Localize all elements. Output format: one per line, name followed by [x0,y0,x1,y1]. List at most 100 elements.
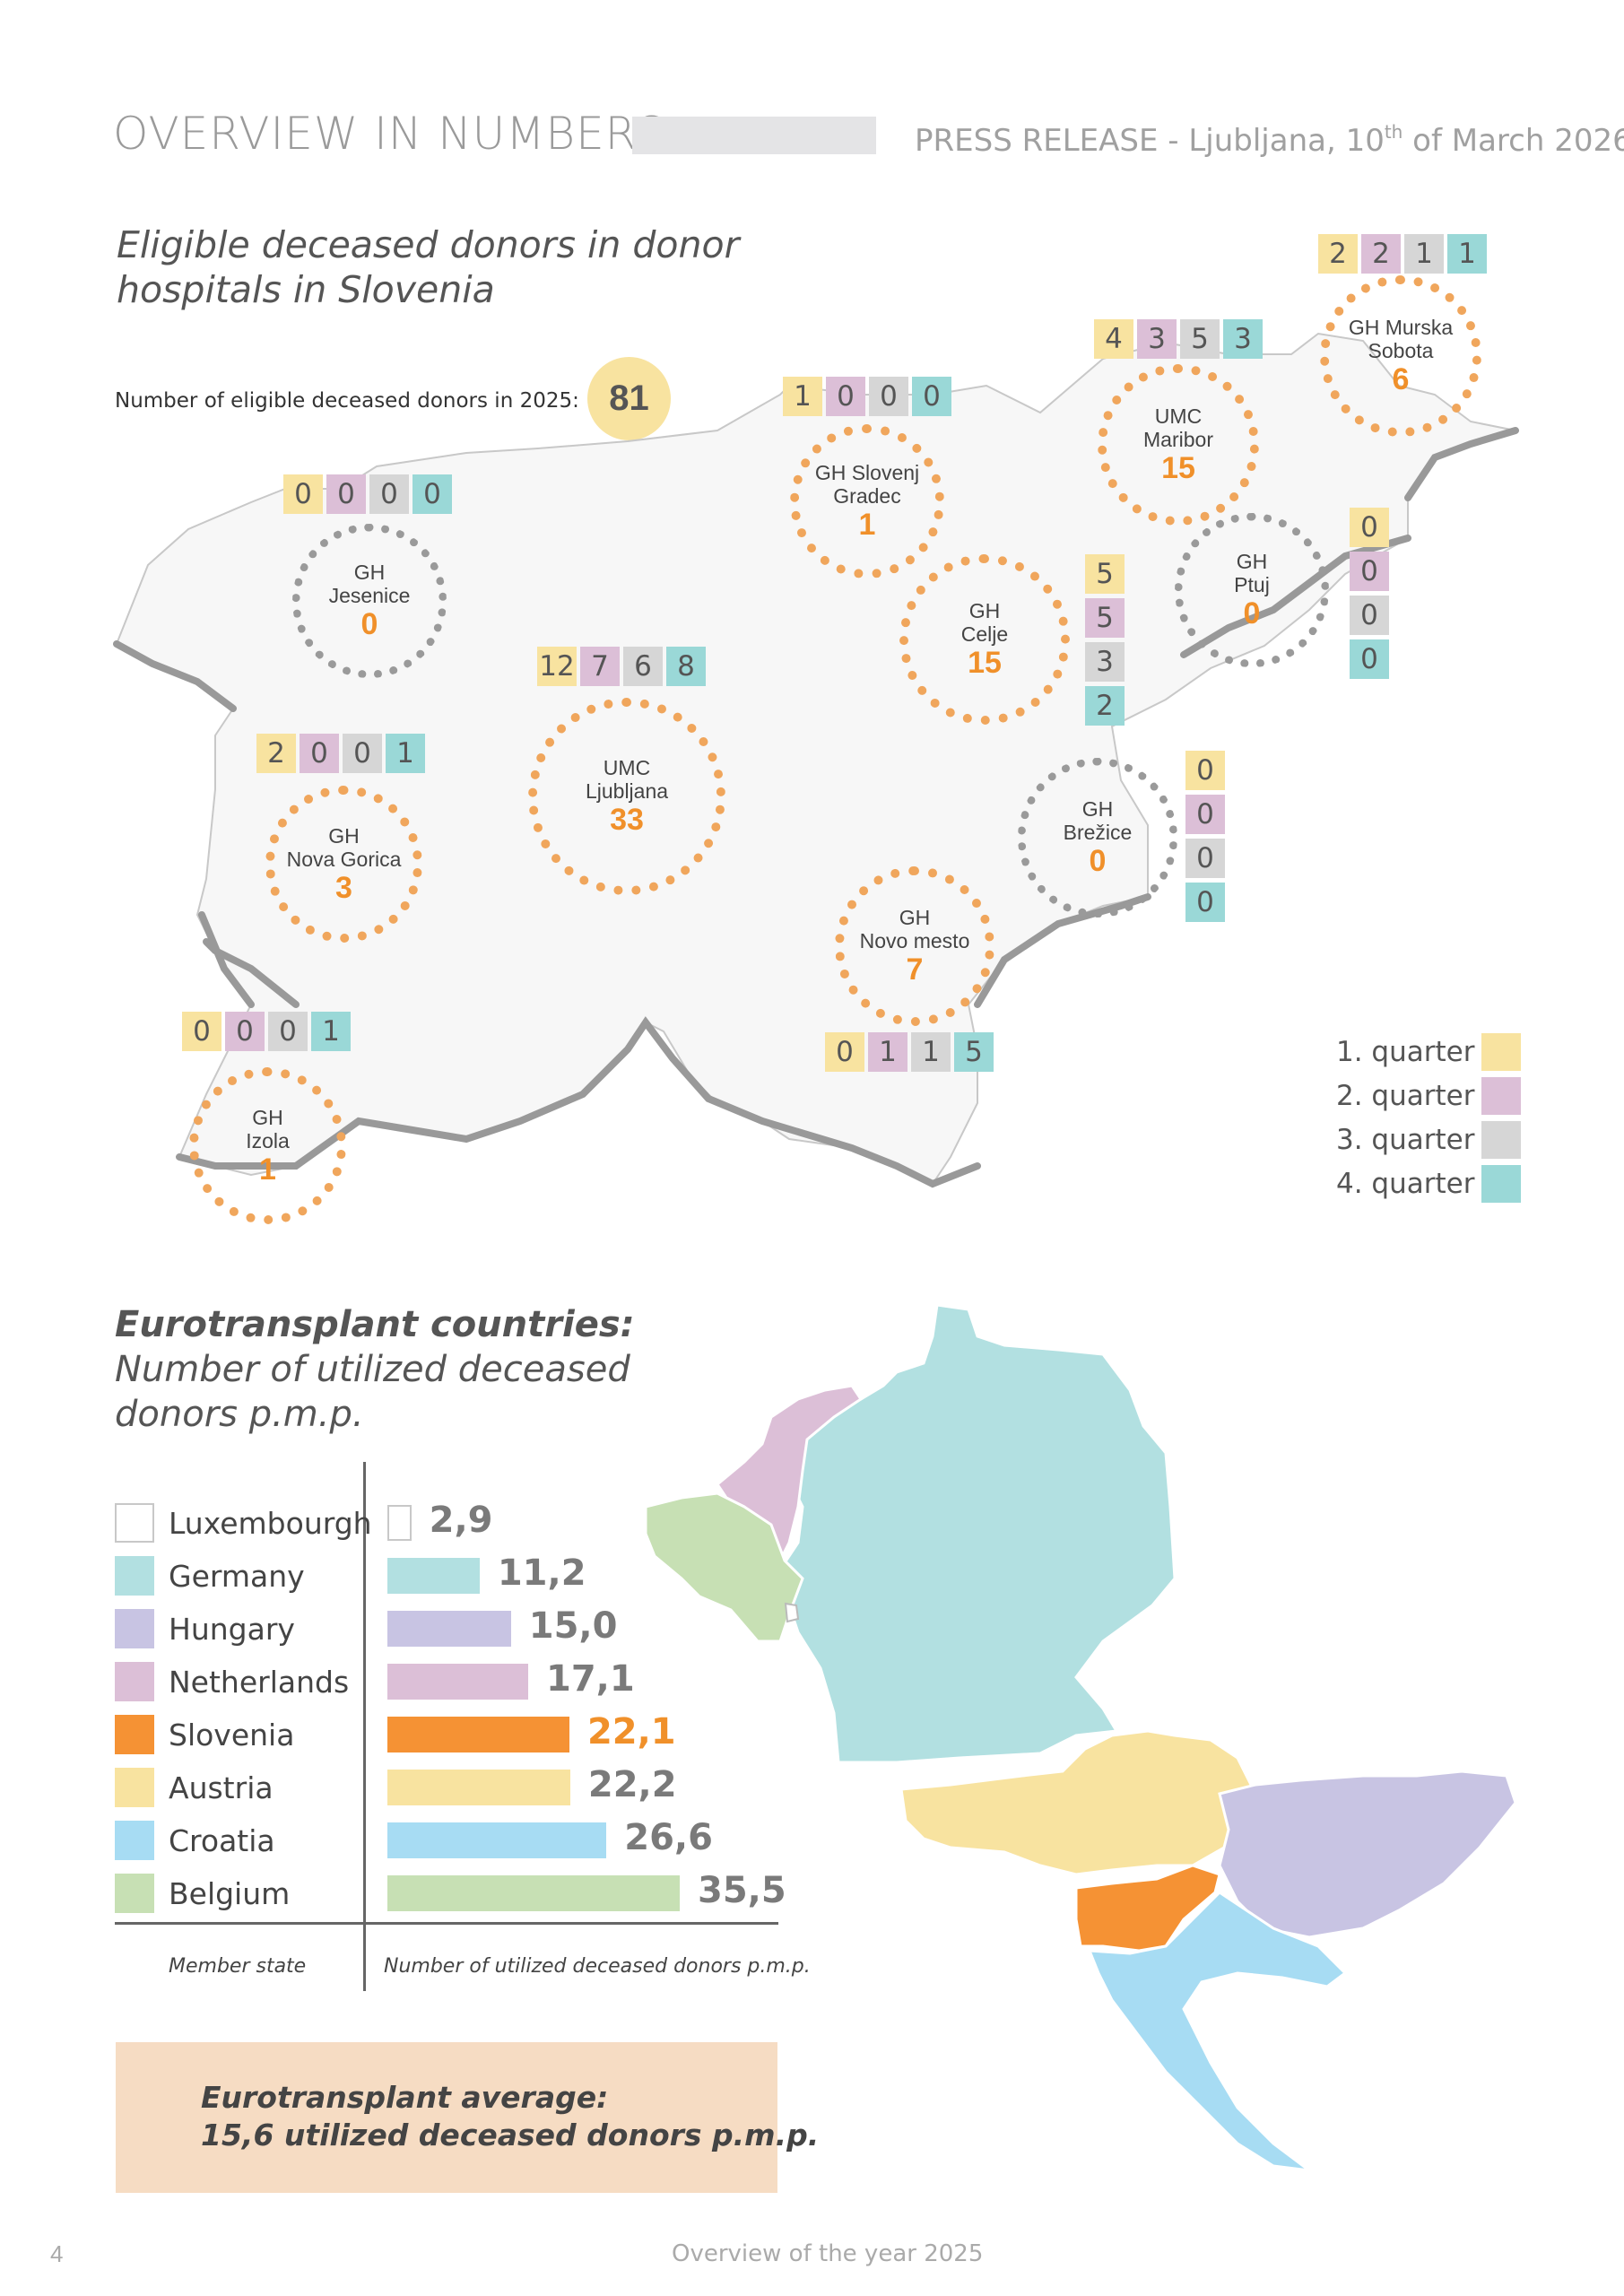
quarter-1-value: 0 [1350,508,1389,547]
hospital-gh-jesenice: GH Jesenice 0 [292,524,447,678]
hospital-name-line2: Novo mesto [859,929,970,952]
average-callout-box [116,2042,777,2193]
quarter-4-value: 5 [954,1032,994,1072]
hospital-gh-ptuj: GH Ptuj 0 [1175,513,1329,667]
hospital-gh-slovenj-gradec: GH Slovenj Gradec 1 [790,424,944,578]
quarter-3-value: 5 [1180,319,1220,359]
donors-title-line2: hospitals in Slovenia [117,268,495,311]
bar-value-label: 22,2 [587,1764,677,1805]
quarter-1-value: 2 [1318,234,1358,274]
hospital-gh-brezice: GH Brežice 0 [1018,758,1177,918]
hospital-name-line1: GH [252,1105,283,1129]
bar-value-label: 26,6 [624,1817,713,1858]
quarter-2-value: 5 [1085,598,1125,638]
country-swatch [115,1715,154,1754]
hospital-name-line2: Maribor [1143,428,1213,451]
country-name: Belgium [169,1875,291,1911]
legend-swatch [1481,1120,1522,1159]
quarters-gh-izola: 0 0 0 1 [182,1012,351,1051]
quarter-1-value: 0 [182,1012,221,1051]
country-swatch [115,1503,154,1543]
press-release-line: PRESS RELEASE - Ljubljana, 10th of March… [915,121,1624,159]
quarter-4-value: 1 [386,734,425,773]
hospital-name-line2: Jesenice [328,584,411,607]
map-slovenia [1074,1864,1221,1952]
country-name: Slovenia [169,1717,295,1752]
quarter-3-value: 0 [268,1012,308,1051]
donor-count-bubble: 81 [587,357,671,440]
hospital-donor-count: 6 [1392,362,1410,396]
legend-label: 3. quarter [1336,1123,1475,1156]
eurotransplant-title-line1: Eurotransplant countries: [115,1304,635,1345]
country-name: Hungary [169,1611,295,1647]
axis-caption-donors-pmp: Number of utilized deceased donors p.m.p… [384,1955,811,1978]
country-name: Netherlands [169,1664,350,1700]
legend-item-q4: 4. quarter [1336,1161,1522,1205]
bar-value-label: 17,1 [546,1658,635,1700]
average-callout-text: Eurotransplant average: 15,6 utilized de… [201,2079,819,2154]
hospital-name-line1: GH [1236,550,1268,573]
quarter-3-value: 0 [369,474,409,514]
hospital-name-line1: GH [899,906,931,929]
quarter-2-value: 1 [868,1032,908,1072]
quarter-2-value: 0 [300,734,339,773]
quarter-4-value: 1 [311,1012,351,1051]
release-date-suffix: th [1384,121,1403,143]
quarter-2-value: 3 [1137,319,1177,359]
quarters-gh-murska-sobota: 2 2 1 1 [1318,234,1487,274]
quarter-3-value: 3 [1085,642,1125,682]
quarter-legend: 1. quarter 2. quarter 3. quarter 4. quar… [1336,1030,1522,1205]
country-swatch [115,1821,154,1860]
bar-value-label: 35,5 [698,1870,786,1911]
bar-slovenia [387,1717,569,1752]
quarters-gh-slovenj-gradec: 1 0 0 0 [783,377,951,416]
chart-baseline [115,1922,778,1925]
quarter-2-value: 0 [1185,795,1225,834]
legend-row-croatia: Croatia [115,1819,275,1862]
bar-germany [387,1558,480,1594]
hospital-name-line1: UMC [603,756,651,779]
quarter-4-value: 3 [1223,319,1263,359]
quarters-gh-nova-gorica: 2 0 0 1 [256,734,425,773]
eurotransplant-title-line3: donors p.m.p. [115,1394,364,1435]
quarter-3-value: 1 [1404,234,1444,274]
country-name: Austria [169,1770,274,1805]
quarter-1-value: 0 [283,474,323,514]
quarters-umc-ljubljana: 12 7 6 8 [537,647,706,686]
eurotransplant-title-line2: Number of utilized deceased [115,1349,630,1390]
release-date-tail: of March 2026 [1403,123,1624,159]
quarters-gh-brezice: 0 0 0 0 [1185,751,1225,922]
legend-swatch [1481,1164,1522,1203]
hospital-name-line1: GH [328,823,360,848]
axis-caption-member-state: Member state [169,1955,307,1978]
quarters-gh-novo-mesto: 0 1 1 5 [825,1032,994,1072]
hospital-name-line2: Ljubljana [585,779,669,803]
hospital-name-line1: GH [353,561,386,584]
quarter-1-value: 0 [825,1032,864,1072]
donors-section-title: Eligible deceased donors in donor hospit… [117,222,739,312]
quarter-4-value: 0 [1350,639,1389,679]
footer-text: Overview of the year 2025 [672,2240,984,2267]
quarter-4-value: 1 [1447,234,1487,274]
hospital-name-line2: Izola [246,1128,290,1152]
page-number: 4 [50,2240,64,2267]
map-hungary [1218,1770,1517,1939]
bar-croatia [387,1822,607,1858]
hospital-gh-murska-sobota: GH Murska Sobota 6 [1320,275,1481,437]
hospital-name-line1: GH Murska [1348,316,1454,339]
country-name: Luxembourgh [169,1505,372,1541]
quarter-2-value: 0 [826,377,865,416]
quarters-gh-ptuj: 0 0 0 0 [1350,508,1389,679]
legend-row-hungary: Hungary [115,1607,295,1650]
hospital-donor-count: 0 [1089,844,1107,878]
quarter-1-value: 5 [1085,554,1125,594]
legend-row-germany: Germany [115,1554,305,1597]
hospital-gh-izola: GH Izola 1 [189,1067,346,1224]
legend-label: 2. quarter [1336,1079,1475,1112]
country-swatch [115,1556,154,1596]
legend-label: 1. quarter [1336,1035,1475,1068]
release-date-text: PRESS RELEASE - Ljubljana, 10 [915,123,1385,159]
country-name: Croatia [169,1822,275,1858]
quarter-4-value: 8 [666,647,706,686]
chart-vertical-divider [363,1462,366,1991]
